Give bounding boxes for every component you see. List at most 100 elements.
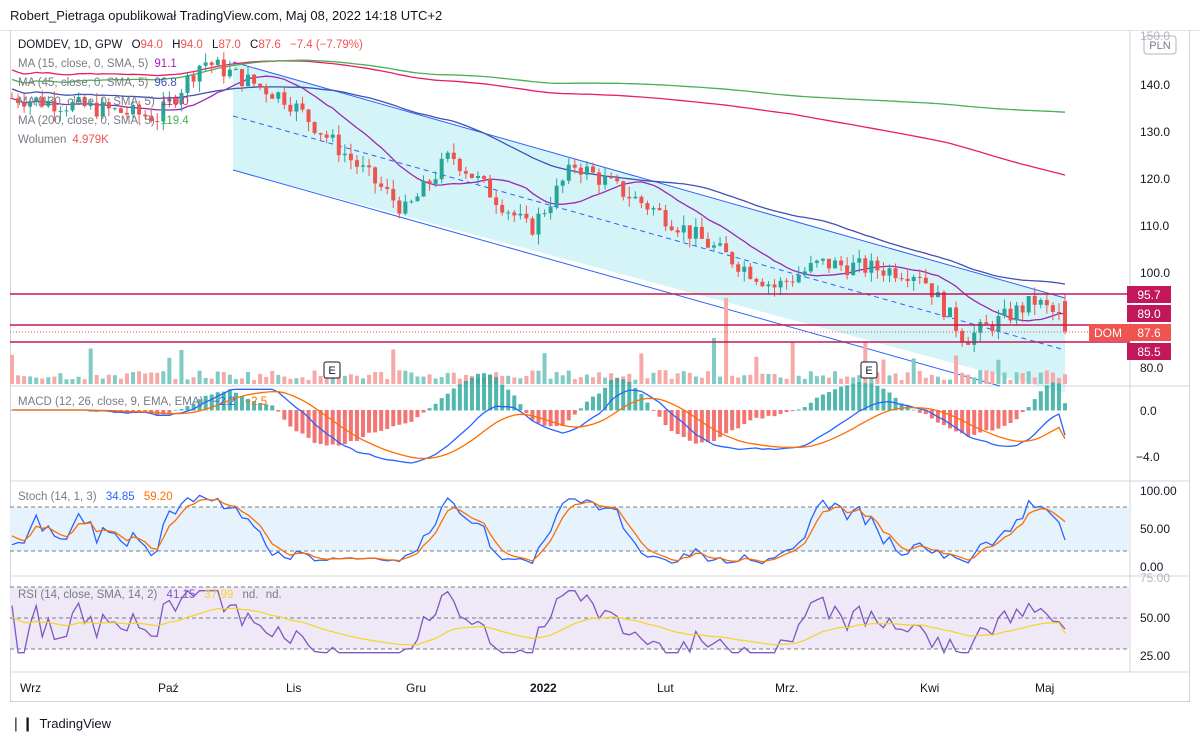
candle-body (427, 180, 432, 184)
volume-bar (736, 377, 741, 384)
volume-bar (978, 370, 983, 384)
candle-body (239, 69, 244, 87)
macd-histogram-bar (923, 410, 928, 415)
candle-body (282, 92, 287, 105)
candle-body (167, 98, 172, 102)
volume-bar (572, 379, 577, 384)
volume-bar (34, 377, 39, 384)
macd-histogram-bar (415, 410, 420, 418)
volume-bar (409, 372, 414, 384)
legend-ma4-value: 119.4 (161, 115, 190, 127)
volume-bar (173, 379, 178, 384)
macd-histogram-bar (252, 401, 257, 411)
volume-bar (542, 353, 547, 384)
macd-histogram-bar (221, 391, 226, 411)
candle-body (1002, 308, 1007, 316)
macd-histogram-bar (233, 392, 238, 411)
candle-body (46, 100, 51, 107)
volume-bar (584, 374, 589, 384)
volume-bar (754, 356, 759, 384)
candle-body (324, 134, 329, 138)
macd-histogram-bar (621, 379, 626, 411)
candle-body (548, 206, 553, 214)
dom-label: DOM (1094, 326, 1122, 340)
volume-bar (548, 378, 553, 384)
macd-histogram-bar (1063, 403, 1067, 411)
macd-histogram-bar (633, 387, 638, 411)
earnings-marker-1[interactable]: E (323, 361, 341, 379)
macd-histogram-bar (457, 384, 462, 411)
candle-body (300, 103, 305, 110)
volume-bar (118, 378, 123, 384)
volume-bar (288, 378, 293, 384)
candle-body (597, 172, 602, 185)
volume-bar (657, 370, 662, 384)
macd-histogram-bar (294, 410, 299, 432)
candle-body (778, 280, 783, 288)
candle-body (524, 213, 529, 219)
candle-body (814, 260, 819, 263)
volume-bar (524, 375, 529, 384)
volume-bar (820, 375, 825, 384)
volume-bar (784, 378, 789, 384)
macd-legend-v1: −2.2 (213, 396, 236, 408)
macd-histogram-bar (439, 398, 444, 411)
volume-bar (808, 371, 813, 384)
macd-histogram-bar (264, 404, 269, 411)
price-axis[interactable]: PLN 150.0 140.0 130.0 120.0 110.0 100.0 … (1089, 29, 1177, 663)
candle-body (609, 176, 614, 179)
volume-bar (923, 377, 928, 384)
stoch-k-line (11, 494, 1066, 565)
macd-histogram-bar (354, 410, 359, 441)
legend-symbol: DOMDEV, 1D, GPW (18, 39, 123, 51)
time-axis[interactable]: Wrz Paź Lis Gru 2022 Lut Mrz. Kwi Maj (20, 681, 1054, 695)
volume-bar (342, 375, 347, 384)
badge-89-0-label: 89.0 (1137, 307, 1161, 321)
time-tick-mrz: Mrz. (775, 681, 798, 695)
volume-bar (675, 373, 680, 384)
candle-body (506, 212, 511, 214)
volume-bar (1063, 374, 1067, 384)
candle-body (463, 171, 468, 174)
stoch-band-fill (10, 507, 1130, 551)
volume-bar (246, 371, 251, 384)
currency-badge[interactable] (1143, 35, 1177, 55)
volume-bar (506, 375, 511, 384)
candle-body (760, 281, 765, 287)
macd-histogram-bar (548, 410, 553, 427)
macd-histogram-bar (203, 395, 208, 411)
macd-histogram-bar (766, 410, 771, 416)
volume-bar (215, 371, 220, 384)
rsi-legend-label: RSI (14, close, SMA, 14, 2) (18, 589, 158, 601)
time-tick-kwi: Kwi (920, 681, 939, 695)
macd-histogram-bar (972, 410, 977, 435)
macd-histogram-bar (760, 410, 765, 419)
volume-bar (300, 377, 305, 384)
candle-body (403, 201, 408, 214)
candle-body (518, 213, 523, 216)
legend-ma2-value: 96.8 (154, 77, 176, 89)
macd-histogram-bar (584, 401, 589, 411)
earnings-marker-2[interactable]: E (860, 361, 878, 379)
macd-histogram-bar (1056, 383, 1061, 411)
currency-badge-label: PLN (1149, 40, 1170, 52)
volume-bar (681, 371, 686, 384)
volume-bar (312, 370, 317, 384)
stoch-d-line (11, 498, 1066, 563)
candle-body (1050, 305, 1055, 312)
volume-bar (512, 377, 517, 384)
candle-body (572, 164, 577, 168)
macd-histogram-bar (494, 377, 499, 411)
candle-body (246, 74, 251, 87)
volume-bar (905, 372, 910, 384)
volume-bar (911, 358, 916, 384)
macd-histogram-bar (996, 410, 1001, 429)
candle-body (766, 284, 771, 287)
volume-bar (391, 349, 396, 384)
macd-histogram-bar (312, 410, 317, 443)
macd-histogram-bar (379, 410, 384, 431)
macd-histogram-bar (590, 396, 595, 411)
channel-lower-line (232, 169, 1001, 387)
candle-body (488, 178, 493, 198)
